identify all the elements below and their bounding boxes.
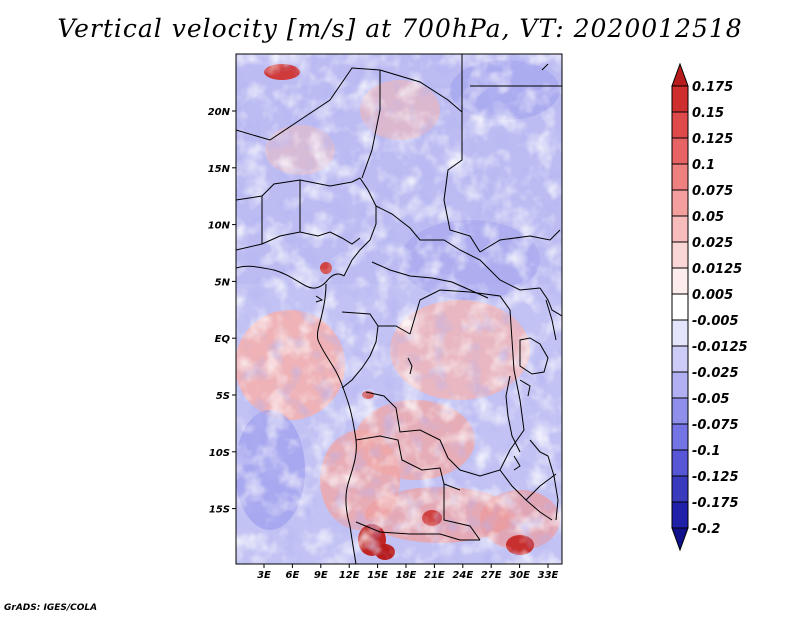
colorbar-label: 0.15 (692, 106, 724, 121)
colorbar: 0.175 0.15 0.125 0.1 0.075 0.05 0.025 0.0125 0.0… (671, 62, 748, 552)
colorbar-swatch (671, 215, 689, 243)
map-frame (235, 53, 563, 565)
lat-tick-label: 10N (208, 221, 231, 232)
colorbar-swatch (671, 371, 689, 399)
lon-tick-label: 18E (396, 570, 417, 581)
colorbar-swatch (671, 241, 689, 269)
footer-credit: GrADS: IGES/COLA (4, 603, 98, 613)
chart-title: Vertical velocity [m/s] at 700hPa, VT: 2… (57, 14, 743, 43)
colorbar-label: 0.05 (692, 210, 724, 225)
colorbar-swatch (671, 319, 689, 347)
colorbar-label: -0.005 (692, 314, 739, 329)
colorbar-swatch (671, 189, 689, 217)
colorbar-swatch (671, 475, 689, 503)
colorbar-label: -0.125 (692, 470, 739, 485)
lon-tick-label: 21E (424, 570, 445, 581)
lon-tick-label: 27E (481, 570, 502, 581)
lat-tick-label: 5S (216, 391, 230, 402)
lat-tick-label: 5N (215, 277, 231, 288)
colorbar-label: 0.0125 (692, 262, 742, 277)
colorbar-label: -0.05 (692, 392, 729, 407)
colorbar-swatch (671, 163, 689, 191)
colorbar-label: -0.2 (692, 522, 720, 537)
lat-tick-label: 20N (208, 107, 231, 118)
colorbar-label: 0.075 (692, 184, 733, 199)
colorbar-label: -0.175 (692, 496, 739, 511)
longitude-axis: 3E 6E 9E 12E 15E 18E 21E 24E 27E 30E 33E (257, 564, 559, 581)
lon-tick-label: 6E (286, 570, 300, 581)
colorbar-top-arrow (671, 62, 689, 87)
colorbar-label: 0.125 (692, 132, 733, 147)
lat-tick-label: 15S (209, 505, 230, 516)
colorbar-swatch (671, 293, 689, 321)
colorbar-swatch (671, 111, 689, 139)
colorbar-label: -0.075 (692, 418, 739, 433)
colorbar-label: 0.175 (692, 80, 733, 95)
colorbar-label: 0.005 (692, 288, 733, 303)
colorbar-label: -0.025 (692, 366, 739, 381)
lat-tick-label: 15N (208, 164, 231, 175)
lat-tick-label: 10S (209, 448, 230, 459)
lon-tick-label: 9E (314, 570, 328, 581)
colorbar-swatch (671, 85, 689, 113)
colorbar-label: -0.1 (692, 444, 720, 459)
colorbar-swatch (671, 449, 689, 477)
lon-tick-label: 33E (538, 570, 559, 581)
colorbar-swatch (671, 423, 689, 451)
colorbar-label: 0.025 (692, 236, 733, 251)
lon-tick-label: 24E (452, 570, 473, 581)
colorbar-swatch (671, 397, 689, 425)
colorbar-swatch (671, 267, 689, 295)
colorbar-label: -0.0125 (692, 340, 748, 355)
colorbar-bottom-arrow (671, 527, 689, 552)
lon-tick-label: 3E (257, 570, 271, 581)
colorbar-label: 0.1 (692, 158, 715, 173)
velocity-field (236, 54, 562, 564)
lon-tick-label: 12E (339, 570, 360, 581)
lat-tick-label: EQ (215, 334, 231, 345)
colorbar-swatch (671, 345, 689, 373)
lon-tick-label: 30E (509, 570, 530, 581)
colorbar-swatch (671, 501, 689, 529)
latitude-axis: 20N 15N 10N 5N EQ 5S 10S 15S (208, 107, 236, 516)
colorbar-swatch (671, 137, 689, 165)
lon-tick-label: 15E (367, 570, 388, 581)
